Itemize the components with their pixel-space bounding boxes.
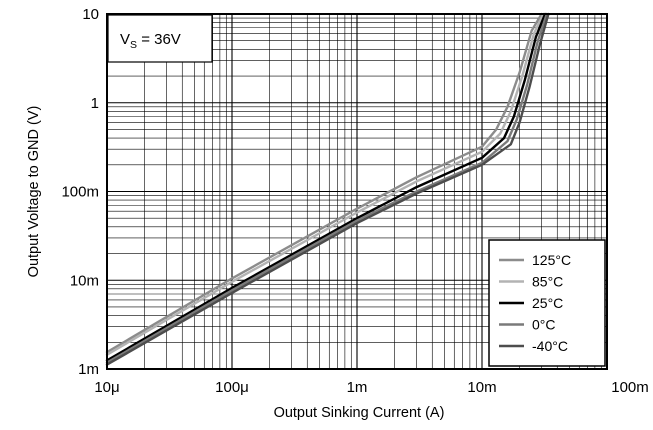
legend-label-1: 85°C [532,274,563,290]
annotation-symbol: V [120,31,130,48]
x-axis-title: Output Sinking Current (A) [274,405,445,421]
annotation-subscript: S [130,39,137,51]
y-tick-label: 10 [82,6,99,23]
annotation-value: = 36V [137,31,181,48]
x-tick-labels: 10μ 100μ 1m 10m 100m [94,379,648,396]
series-layer [105,12,550,366]
x-tick-label: 10μ [94,379,119,396]
legend-label-2: 25°C [532,295,563,311]
legend: 125°C 85°C 25°C 0°C -40°C [488,239,606,367]
legend-label-0: 125°C [532,252,571,268]
legend-label-4: -40°C [532,338,568,354]
y-tick-label: 100m [61,184,99,201]
series-line-1 [105,12,545,356]
y-axis-title: Output Voltage to GND (V) [26,106,42,278]
supply-voltage-annotation: VS = 36V [107,14,213,63]
x-tick-label: 100m [611,379,649,396]
x-tick-label: 10m [467,379,496,396]
series-line-3 [105,12,548,364]
annotation-text: VS = 36V [120,31,181,51]
plot-border [106,13,608,370]
series-line-4 [105,12,550,366]
legend-label-3: 0°C [532,317,556,333]
x-tick-label: 1m [347,379,368,396]
y-tick-labels: 1m 10m 100m 1 10 [61,6,99,378]
annotation-box [107,14,213,63]
series-line-0 [105,12,543,354]
series-line-2 [105,12,547,362]
y-tick-label: 1 [91,95,99,112]
y-tick-label: 1m [78,361,99,378]
x-tick-label: 100μ [215,379,249,396]
y-tick-label: 10m [70,272,99,289]
